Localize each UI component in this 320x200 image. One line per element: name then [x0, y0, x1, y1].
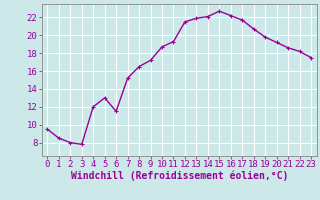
X-axis label: Windchill (Refroidissement éolien,°C): Windchill (Refroidissement éolien,°C) [70, 171, 288, 181]
